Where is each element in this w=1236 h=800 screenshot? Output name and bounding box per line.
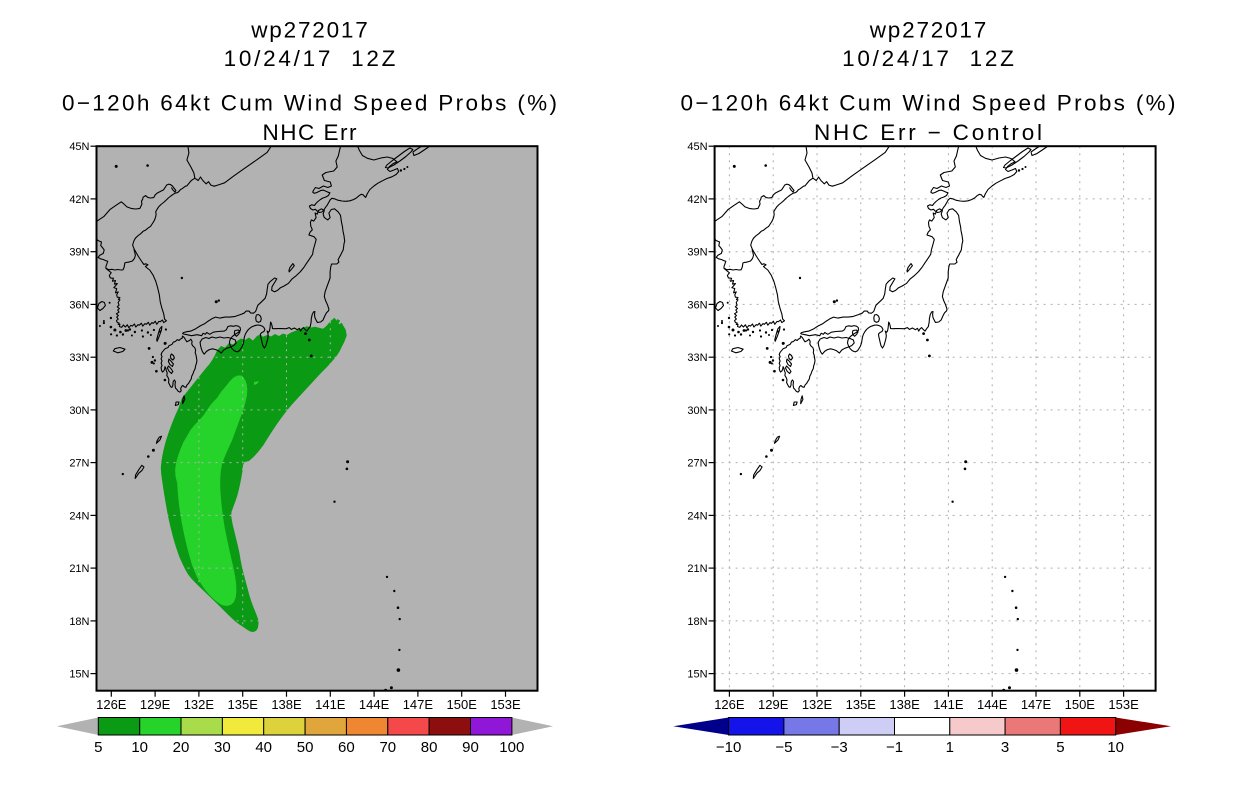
svg-text:39N: 39N [687, 247, 707, 259]
svg-text:129E: 129E [758, 697, 789, 712]
svg-text:30N: 30N [69, 405, 89, 417]
svg-text:wp272017: wp272017 [250, 18, 368, 43]
svg-text:40: 40 [255, 739, 272, 756]
svg-text:27N: 27N [69, 458, 89, 470]
svg-text:80: 80 [421, 739, 438, 756]
svg-text:150E: 150E [447, 697, 478, 712]
svg-text:147E: 147E [403, 697, 434, 712]
svg-text:10: 10 [131, 739, 148, 756]
svg-text:39N: 39N [69, 247, 89, 259]
svg-text:135E: 135E [846, 697, 877, 712]
svg-text:0−120h 64kt Cum Wind Speed Pro: 0−120h 64kt Cum Wind Speed Probs (%) [62, 91, 557, 116]
svg-text:30N: 30N [687, 405, 707, 417]
svg-text:144E: 144E [977, 697, 1008, 712]
svg-text:141E: 141E [315, 697, 346, 712]
svg-text:33N: 33N [69, 352, 89, 364]
svg-text:21N: 21N [69, 563, 89, 575]
svg-text:132E: 132E [802, 697, 833, 712]
svg-text:wp272017: wp272017 [869, 18, 987, 43]
svg-text:21N: 21N [687, 563, 707, 575]
svg-text:132E: 132E [184, 697, 215, 712]
svg-text:129E: 129E [140, 697, 171, 712]
svg-text:5: 5 [94, 739, 102, 756]
svg-text:−5: −5 [775, 739, 792, 756]
svg-text:42N: 42N [69, 194, 89, 206]
svg-text:153E: 153E [1108, 697, 1139, 712]
svg-text:70: 70 [379, 739, 396, 756]
svg-text:0−120h 64kt Cum Wind Speed Pro: 0−120h 64kt Cum Wind Speed Probs (%) [681, 91, 1176, 116]
svg-text:147E: 147E [1021, 697, 1052, 712]
svg-text:18N: 18N [687, 616, 707, 628]
svg-text:135E: 135E [228, 697, 259, 712]
svg-text:27N: 27N [687, 458, 707, 470]
svg-text:20: 20 [173, 739, 190, 756]
svg-text:24N: 24N [69, 510, 89, 522]
svg-text:144E: 144E [359, 697, 390, 712]
svg-text:NHC Err − Control: NHC Err − Control [814, 120, 1042, 145]
svg-text:−1: −1 [886, 739, 903, 756]
svg-text:36N: 36N [687, 299, 707, 311]
svg-text:30: 30 [214, 739, 231, 756]
svg-text:3: 3 [1001, 739, 1009, 756]
svg-text:33N: 33N [687, 352, 707, 364]
svg-text:100: 100 [499, 739, 524, 756]
svg-text:−10: −10 [716, 739, 741, 756]
svg-text:24N: 24N [687, 510, 707, 522]
svg-text:138E: 138E [889, 697, 920, 712]
svg-text:45N: 45N [69, 141, 89, 153]
svg-text:15N: 15N [687, 669, 707, 681]
svg-text:10/24/17 12Z: 10/24/17 12Z [224, 46, 396, 71]
svg-text:10: 10 [1107, 739, 1124, 756]
svg-text:50: 50 [297, 739, 314, 756]
svg-text:18N: 18N [69, 616, 89, 628]
svg-text:138E: 138E [271, 697, 302, 712]
svg-text:1: 1 [946, 739, 954, 756]
svg-text:42N: 42N [687, 194, 707, 206]
svg-text:36N: 36N [69, 299, 89, 311]
svg-text:10/24/17 12Z: 10/24/17 12Z [842, 46, 1014, 71]
svg-text:60: 60 [338, 739, 355, 756]
svg-text:126E: 126E [714, 697, 745, 712]
svg-text:5: 5 [1056, 739, 1064, 756]
svg-text:−3: −3 [831, 739, 848, 756]
svg-text:90: 90 [462, 739, 479, 756]
svg-text:150E: 150E [1065, 697, 1096, 712]
svg-text:153E: 153E [490, 697, 521, 712]
svg-text:126E: 126E [96, 697, 127, 712]
svg-text:NHC Err: NHC Err [263, 120, 358, 145]
svg-text:15N: 15N [69, 669, 89, 681]
svg-text:45N: 45N [687, 141, 707, 153]
svg-text:141E: 141E [933, 697, 964, 712]
